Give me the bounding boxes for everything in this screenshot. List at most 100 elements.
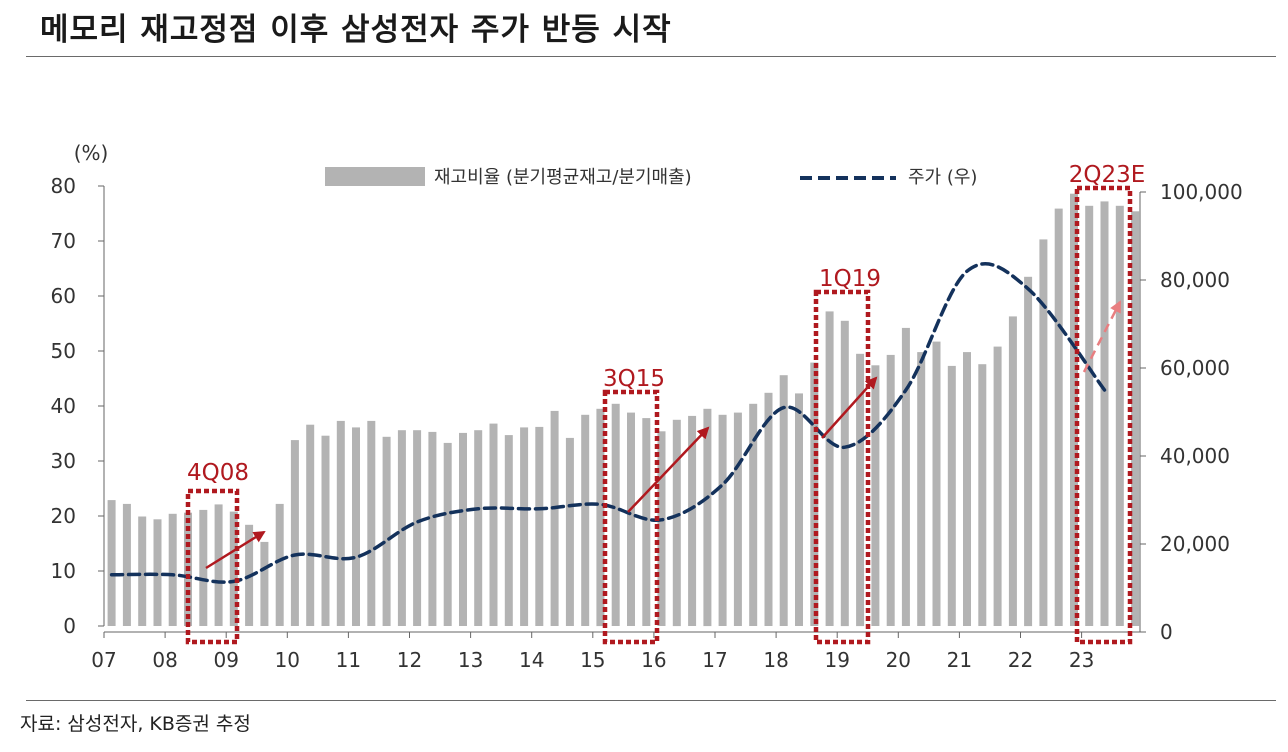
legend-line-label: 주가 (우) <box>908 167 977 188</box>
rebound-arrow-4Q08 <box>205 530 266 570</box>
inventory-bar-3Q11 <box>382 436 391 626</box>
inventory-bar-1Q23 <box>1085 205 1094 627</box>
inventory-bar-3Q16 <box>688 415 697 626</box>
x-tick-label: 18 <box>763 648 788 672</box>
inventory-bar-3Q20 <box>932 341 941 626</box>
source-note: 자료: 삼성전자, KB증권 추정 <box>20 713 251 735</box>
x-tick-label: 07 <box>91 648 116 672</box>
left-tick-label: 30 <box>51 449 76 473</box>
annotation-label-2Q23E: 2Q23E <box>1069 162 1146 188</box>
x-tick-label: 23 <box>1069 648 1094 672</box>
right-tick-label: 40,000 <box>1160 444 1230 468</box>
x-tick-label: 21 <box>947 648 972 672</box>
inventory-bar-2Q13 <box>489 423 498 626</box>
stock-price-path <box>109 262 1107 584</box>
inventory-bar-1Q12 <box>413 430 422 626</box>
inventory-bar-4Q07 <box>153 519 162 626</box>
inventory-bar-4Q14 <box>581 414 590 626</box>
footer-divider <box>26 700 1276 701</box>
inventory-bar-2Q18 <box>795 393 803 626</box>
inventory-bar-4Q19 <box>886 354 895 626</box>
inventory-bar-2Q23E <box>1100 201 1109 626</box>
inventory-bar-3Q07 <box>138 516 147 626</box>
rebound-arrow-3Q15 <box>627 426 710 513</box>
left-axis-unit: (%) <box>74 141 109 165</box>
left-tick-label: 10 <box>51 559 76 583</box>
inventory-bar-4Q12 <box>459 432 467 626</box>
inventory-bar-4Q22 <box>1070 193 1078 626</box>
highlight-box-1Q19 <box>813 289 871 645</box>
x-tick-label: 15 <box>580 648 605 672</box>
right-tick-label: 20,000 <box>1160 532 1230 556</box>
inventory-bar-4Q16 <box>703 408 712 627</box>
inventory-bar-1Q08 <box>168 513 177 626</box>
inventory-bar-3Q14 <box>565 437 574 626</box>
x-tick-label: 10 <box>275 648 300 672</box>
inventory-bar-1Q18 <box>779 375 788 626</box>
inventory-bar-2Q07 <box>122 503 131 626</box>
highlight-box-2Q23E <box>1074 185 1133 645</box>
rebound-arrow-2Q23E <box>1082 300 1122 373</box>
inventory-bar-2Q20 <box>917 352 926 626</box>
annotation-label-1Q19: 1Q19 <box>819 266 881 292</box>
x-tick-label: 14 <box>519 648 544 672</box>
inventory-bar-4Q17 <box>764 392 773 626</box>
annotations: 4Q08 3Q15 1Q19 2Q23E <box>185 162 1146 645</box>
annotation-label-3Q15: 3Q15 <box>603 366 665 392</box>
x-tick-label: 16 <box>641 648 666 672</box>
inventory-bar-4Q15 <box>642 418 651 626</box>
left-tick-label: 0 <box>63 614 76 638</box>
x-tick-label: 20 <box>886 648 911 672</box>
inventory-bar-2Q16 <box>672 419 681 627</box>
chart-title: 메모리 재고정점 이후 삼성전자 주가 반등 시작 <box>40 12 672 48</box>
left-tick-label: 50 <box>51 339 76 363</box>
highlight-box-4Q08 <box>185 488 240 645</box>
legend-bar-label: 재고비율 (분기평균재고/분기매출) <box>434 167 692 188</box>
axes: 0 10 20 30 40 50 60 70 80 (%) 0 20,000 40,000 60,000 8… <box>51 141 1243 672</box>
x-tick-label: 22 <box>1008 648 1033 672</box>
inventory-bar-4Q23E <box>1131 211 1140 627</box>
x-tick-label: 12 <box>397 648 422 672</box>
inventory-bar-2Q17 <box>733 412 742 626</box>
left-tick-label: 70 <box>51 229 76 253</box>
inventory-bar-3Q17 <box>749 403 758 626</box>
inventory-bar-2Q21 <box>978 364 987 626</box>
left-tick-label: 40 <box>51 394 76 418</box>
inventory-ratio-bars <box>107 193 1140 627</box>
stock-price-line <box>109 262 1107 584</box>
inventory-bar-1Q07 <box>107 500 116 626</box>
inventory-bar-3Q22 <box>1054 208 1063 626</box>
inventory-bar-3Q09 <box>260 541 269 626</box>
inventory-bar-2Q19 <box>856 353 865 627</box>
inventory-bar-3Q23E <box>1115 205 1124 627</box>
inventory-bar-1Q09 <box>229 511 238 626</box>
inventory-bar-2Q22 <box>1039 239 1048 626</box>
rebound-arrow-1Q19 <box>821 376 878 439</box>
inventory-bar-3Q13 <box>504 435 513 626</box>
right-tick-label: 0 <box>1160 620 1173 644</box>
inventory-bar-1Q11 <box>352 427 360 626</box>
x-tick-label: 08 <box>152 648 177 672</box>
inventory-bar-2Q12 <box>428 431 437 626</box>
inventory-bar-1Q21 <box>963 352 971 626</box>
inventory-bar-3Q10 <box>321 435 330 626</box>
inventory-bar-3Q19 <box>871 365 880 626</box>
x-tick-label: 19 <box>824 648 849 672</box>
inventory-bar-3Q12 <box>443 442 452 626</box>
inventory-bar-3Q15 <box>627 412 635 626</box>
x-tick-label: 11 <box>336 648 361 672</box>
inventory-bar-2Q14 <box>550 410 559 626</box>
left-tick-label: 80 <box>51 174 76 198</box>
inventory-bar-2Q10 <box>306 424 315 626</box>
inventory-bar-2Q11 <box>367 420 376 626</box>
inventory-bar-4Q09 <box>275 503 284 626</box>
inventory-bar-1Q13 <box>474 430 483 626</box>
highlight-box-3Q15 <box>602 389 660 645</box>
x-tick-label: 17 <box>702 648 727 672</box>
inventory-bar-1Q20 <box>901 327 910 626</box>
inventory-bar-3Q21 <box>993 346 1002 626</box>
left-tick-label: 20 <box>51 504 76 528</box>
inventory-bar-2Q15 <box>611 403 620 626</box>
inventory-bar-4Q10 <box>336 420 345 626</box>
